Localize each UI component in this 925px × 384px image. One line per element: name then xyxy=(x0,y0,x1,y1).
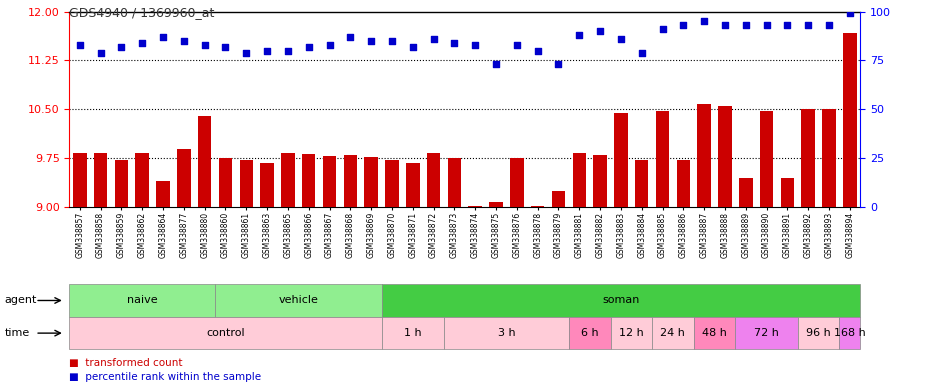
Point xyxy=(280,48,295,54)
Text: control: control xyxy=(206,328,245,338)
Text: time: time xyxy=(5,328,30,338)
Bar xyxy=(93,153,107,207)
Point xyxy=(155,34,170,40)
Point xyxy=(197,42,212,48)
Bar xyxy=(426,153,440,207)
Point xyxy=(593,28,608,34)
Point xyxy=(530,48,545,54)
Bar xyxy=(115,161,129,207)
Point xyxy=(780,22,795,28)
Text: 96 h: 96 h xyxy=(807,328,831,338)
Bar xyxy=(801,109,815,207)
Bar xyxy=(531,206,545,207)
Point xyxy=(821,22,836,28)
Point xyxy=(801,22,816,28)
Bar xyxy=(448,158,462,207)
Point xyxy=(114,44,129,50)
Point xyxy=(635,50,649,56)
Text: 6 h: 6 h xyxy=(581,328,598,338)
Bar xyxy=(759,111,773,207)
Text: 1 h: 1 h xyxy=(404,328,422,338)
Text: 168 h: 168 h xyxy=(834,328,866,338)
Bar xyxy=(635,161,648,207)
Text: 12 h: 12 h xyxy=(619,328,644,338)
Point xyxy=(843,10,857,17)
Text: ■  percentile rank within the sample: ■ percentile rank within the sample xyxy=(69,372,262,382)
Bar xyxy=(822,109,836,207)
Bar xyxy=(135,152,149,207)
Point xyxy=(551,61,566,68)
Text: ■  transformed count: ■ transformed count xyxy=(69,358,183,368)
Point xyxy=(488,61,503,68)
Text: 48 h: 48 h xyxy=(702,328,727,338)
Point xyxy=(135,40,150,46)
Point xyxy=(759,22,774,28)
Point xyxy=(468,42,483,48)
Point xyxy=(343,34,358,40)
Point xyxy=(322,42,337,48)
Text: 24 h: 24 h xyxy=(660,328,685,338)
Bar xyxy=(385,161,399,207)
Bar xyxy=(551,191,565,207)
Bar xyxy=(614,113,628,207)
Point xyxy=(302,44,316,50)
Point xyxy=(697,18,711,25)
Point xyxy=(177,38,191,44)
Bar xyxy=(240,161,253,207)
Point xyxy=(364,38,378,44)
Point xyxy=(510,42,524,48)
Bar xyxy=(260,163,274,207)
Bar xyxy=(343,155,357,207)
Bar xyxy=(843,33,857,207)
Text: 72 h: 72 h xyxy=(754,328,779,338)
Bar xyxy=(718,106,732,207)
Point xyxy=(93,50,108,56)
Point xyxy=(655,26,670,32)
Bar xyxy=(302,154,315,207)
Text: 3 h: 3 h xyxy=(498,328,515,338)
Bar xyxy=(697,104,711,207)
Point xyxy=(260,48,275,54)
Point xyxy=(447,40,462,46)
Text: vehicle: vehicle xyxy=(278,295,318,306)
Point xyxy=(613,36,628,42)
Bar xyxy=(468,206,482,207)
Bar xyxy=(656,111,670,207)
Point xyxy=(72,42,87,48)
Bar xyxy=(573,153,586,207)
Bar xyxy=(218,159,232,207)
Point xyxy=(239,50,253,56)
Bar xyxy=(281,153,295,207)
Bar xyxy=(156,181,170,207)
Bar xyxy=(364,157,378,207)
Bar xyxy=(676,161,690,207)
Bar xyxy=(198,116,212,207)
Point xyxy=(572,32,586,38)
Bar xyxy=(739,178,753,207)
Point xyxy=(738,22,753,28)
Bar xyxy=(489,202,503,207)
Point xyxy=(718,22,733,28)
Point xyxy=(426,36,441,42)
Point xyxy=(385,38,400,44)
Point xyxy=(676,22,691,28)
Bar xyxy=(73,153,87,207)
Bar xyxy=(781,178,795,207)
Text: naive: naive xyxy=(127,295,157,306)
Text: soman: soman xyxy=(602,295,639,306)
Text: agent: agent xyxy=(5,295,37,306)
Bar xyxy=(177,149,191,207)
Bar xyxy=(593,155,607,207)
Bar xyxy=(510,159,524,207)
Bar xyxy=(406,163,420,207)
Bar xyxy=(323,156,337,207)
Point xyxy=(218,44,233,50)
Text: GDS4940 / 1369960_at: GDS4940 / 1369960_at xyxy=(69,6,215,19)
Point xyxy=(405,44,420,50)
